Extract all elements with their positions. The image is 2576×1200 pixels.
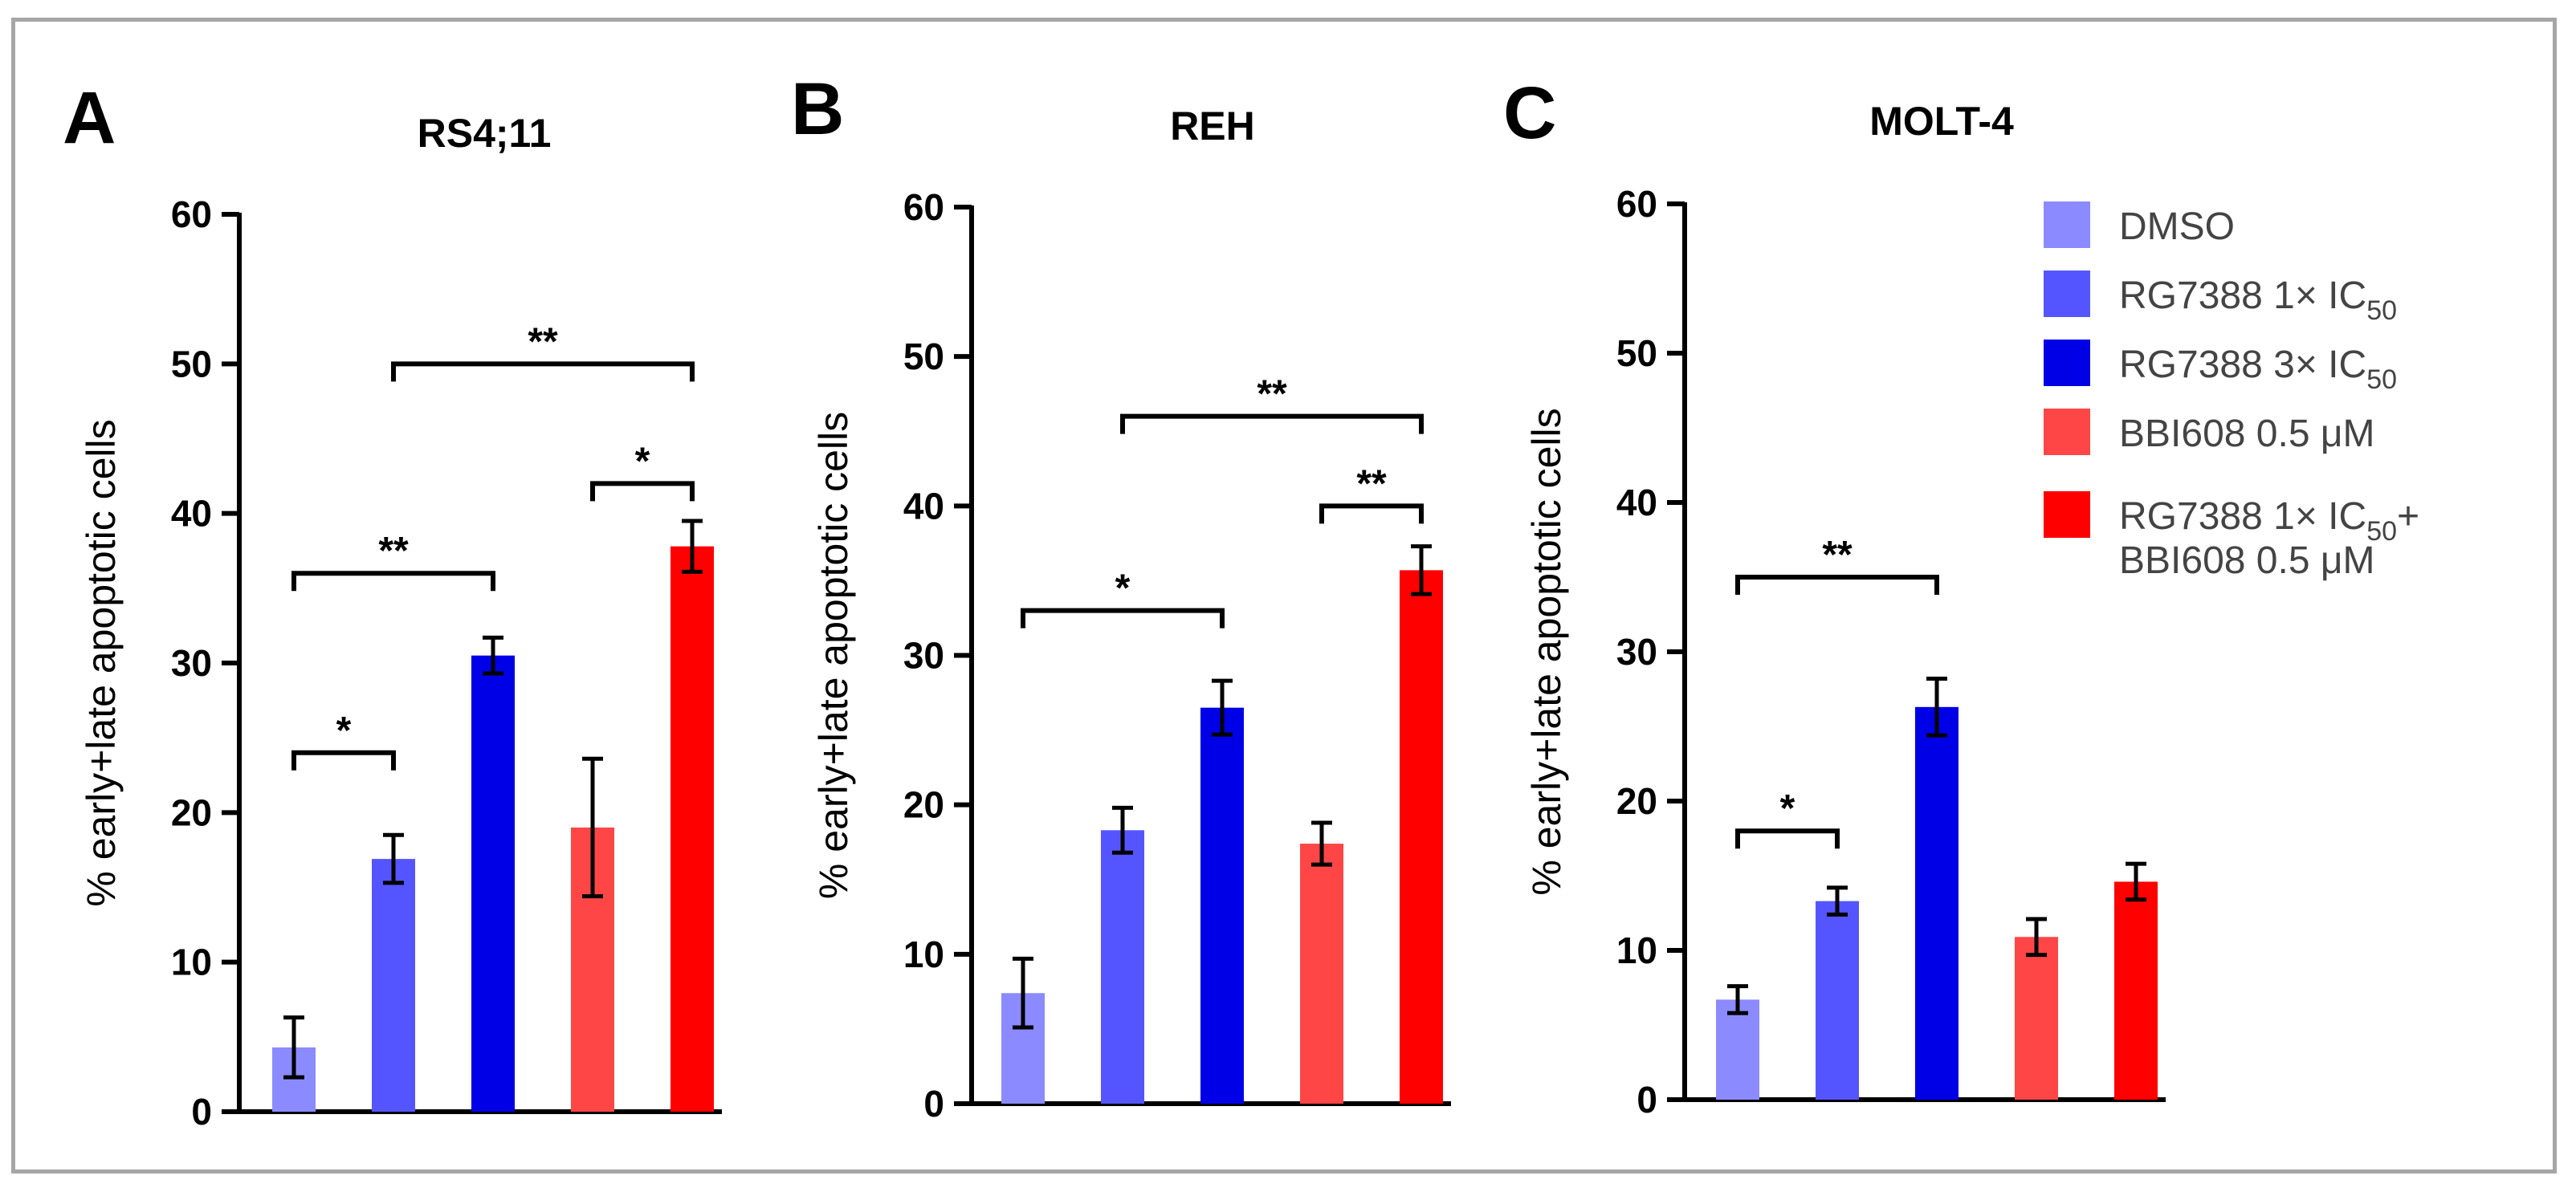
significance-bracket: * <box>1021 567 1225 628</box>
significance-bracket: * <box>590 440 695 502</box>
panel-title: REH <box>1170 104 1255 148</box>
legend-swatch <box>2044 340 2090 386</box>
bar <box>2015 937 2058 1100</box>
error-bar <box>283 1015 304 1080</box>
panel-title: RS4;11 <box>418 111 552 156</box>
error-bar <box>383 832 404 885</box>
panel-letter: A <box>63 77 116 159</box>
error-bar <box>1212 678 1233 737</box>
legend-swatch <box>2044 409 2090 455</box>
legend-label: RG7388 1× IC50+ <box>2119 495 2419 547</box>
y-tick-label: 40 <box>1616 482 1657 523</box>
y-axis-label: % early+late apoptotic cells <box>811 412 856 899</box>
y-tick-label: 40 <box>903 485 944 527</box>
legend-label: RG7388 3× IC50 <box>2119 344 2397 395</box>
y-tick-label: 20 <box>171 791 212 833</box>
legend-swatch <box>2044 491 2090 538</box>
significance-bracket: * <box>1735 787 1840 849</box>
y-tick-label: 20 <box>903 784 944 826</box>
y-axis-label: % early+late apoptotic cells <box>1524 408 1569 895</box>
panel-letter: B <box>791 68 844 150</box>
y-tick-label: 10 <box>171 942 212 983</box>
error-bar <box>1827 885 1848 917</box>
bar <box>1400 570 1443 1104</box>
error-bar <box>1311 820 1332 867</box>
significance-bracket: ** <box>391 320 695 382</box>
significance-label: ** <box>1356 462 1387 505</box>
significance-bracket: * <box>291 710 396 771</box>
significance-label: ** <box>1257 373 1287 416</box>
bar <box>471 655 515 1112</box>
panel-title: MOLT-4 <box>1869 99 2014 144</box>
y-tick-label: 30 <box>171 642 212 684</box>
bar <box>372 859 415 1112</box>
y-tick-label: 60 <box>1616 183 1657 225</box>
legend-label-line2: BBI608 0.5 μM <box>2119 539 2375 582</box>
error-bar <box>1411 544 1432 596</box>
y-tick-label: 30 <box>1616 631 1657 673</box>
y-tick-label: 50 <box>903 336 944 377</box>
legend-item: RG7388 1× IC50 <box>2044 271 2397 326</box>
bar <box>670 546 714 1112</box>
error-bar <box>682 519 703 574</box>
y-tick-label: 60 <box>171 193 212 235</box>
y-tick-label: 0 <box>1636 1079 1657 1121</box>
error-bar <box>483 635 503 676</box>
legend-item: RG7388 1× IC50+BBI608 0.5 μM <box>2044 491 2419 582</box>
panel-letter: C <box>1503 72 1556 154</box>
y-tick-label: 50 <box>171 343 212 384</box>
panel-a: A RS4;11 0 10 20 30 40 50 60 % early+late apoptot… <box>63 77 722 1133</box>
y-tick-label: 50 <box>1616 332 1657 374</box>
significance-bracket: ** <box>1120 373 1424 434</box>
y-tick-label: 60 <box>903 186 944 228</box>
legend: DMSO RG7388 1× IC50 RG7388 3× IC50 BBI608 0… <box>2044 201 2419 582</box>
bar <box>1816 901 1859 1100</box>
significance-bracket: ** <box>291 530 495 592</box>
legend-item: BBI608 0.5 μM <box>2044 409 2375 455</box>
error-bar <box>1013 956 1033 1030</box>
legend-label: BBI608 0.5 μM <box>2119 413 2375 455</box>
error-bar <box>582 756 603 899</box>
bar <box>1716 999 1759 1100</box>
y-tick-label: 10 <box>1616 929 1657 971</box>
bar <box>2114 881 2158 1100</box>
significance-bracket: ** <box>1735 534 1939 595</box>
legend-swatch <box>2044 271 2090 317</box>
bar <box>1200 707 1244 1104</box>
y-axis-label: % early+late apoptotic cells <box>79 419 124 906</box>
y-tick-label: 0 <box>191 1091 212 1133</box>
error-bar <box>2026 917 2047 958</box>
y-tick-label: 10 <box>903 934 944 975</box>
significance-label: ** <box>1822 534 1853 576</box>
error-bar <box>1926 676 1947 738</box>
significance-label: * <box>635 440 650 482</box>
legend-swatch <box>2044 201 2090 248</box>
panel-c: C MOLT-4 0 10 20 30 40 50 60 % early+late apoptot… <box>1503 72 2166 1121</box>
error-bar <box>2126 861 2146 902</box>
y-tick-label: 40 <box>171 493 212 535</box>
legend-item: RG7388 3× IC50 <box>2044 340 2397 395</box>
legend-label: DMSO <box>2119 205 2235 248</box>
y-tick-label: 30 <box>903 635 944 677</box>
bar <box>1101 830 1144 1104</box>
bar <box>1915 706 1958 1100</box>
error-bar <box>1112 805 1133 855</box>
significance-label: ** <box>378 530 409 572</box>
significance-bracket: ** <box>1319 462 1424 524</box>
significance-label: * <box>1780 787 1795 830</box>
significance-label: * <box>336 710 352 752</box>
y-tick-label: 0 <box>923 1083 944 1125</box>
significance-label: * <box>1115 567 1131 610</box>
legend-label: RG7388 1× IC50 <box>2119 275 2397 326</box>
y-tick-label: 20 <box>1616 780 1657 822</box>
bar <box>1300 844 1343 1104</box>
error-bar <box>1727 984 1748 1015</box>
panel-b: B REH 0 10 20 30 40 50 60 % early+late apoptotic … <box>791 68 1451 1125</box>
significance-label: ** <box>528 320 558 363</box>
legend-item: DMSO <box>2044 201 2235 248</box>
